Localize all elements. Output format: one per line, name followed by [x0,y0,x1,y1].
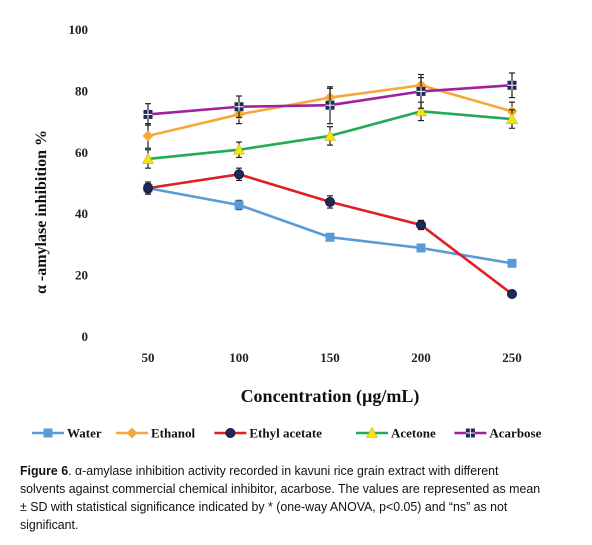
data-point [507,80,517,90]
data-point [234,200,244,210]
series-layer [141,72,519,300]
data-point [416,219,426,230]
legend-item-ethyl-acetate: Ethyl acetate [214,426,322,441]
legend-marker [43,428,53,438]
y-tick-label: 0 [82,329,89,344]
data-point [507,258,517,268]
x-tick-label: 100 [229,350,249,365]
y-axis-ticks: 0 20 40 60 80 100 [69,22,89,344]
legend-item-acarbose: Acarbose [454,426,542,441]
data-point [142,130,154,142]
data-point [416,86,426,96]
legend-item-acetone: Acetone [356,426,436,441]
figure-caption: Figure 6. α-amylase inhibition activity … [20,462,541,534]
legend-label: Ethyl acetate [249,426,322,441]
y-tick-label: 100 [69,22,89,37]
legend-label: Ethanol [151,426,195,441]
data-point [143,183,153,194]
data-point [414,105,428,117]
x-tick-label: 250 [502,350,522,365]
series-acarbose [143,72,517,126]
data-point [234,169,244,180]
data-point [143,109,153,119]
legend-item-water: Water [32,426,102,441]
y-tick-label: 20 [75,268,88,283]
caption-text: . α-amylase inhibition activity recorded… [20,463,541,532]
data-point [507,289,517,300]
x-axis-label: Concentration (µg/mL) [241,386,420,407]
y-tick-label: 40 [75,206,88,221]
data-point [232,143,246,155]
data-point [325,196,335,207]
data-point [323,129,337,141]
y-tick-label: 60 [75,145,88,160]
data-point [141,152,155,164]
legend-label: Water [67,426,102,441]
y-axis-label: α -amylase inhibition % [33,130,50,294]
caption-label: Figure 6 [20,463,69,478]
x-tick-label: 50 [142,350,155,365]
data-point [505,112,519,124]
legend-label: Acarbose [489,426,541,441]
legend-label: Acetone [391,426,436,441]
legend-item-ethanol: Ethanol [116,426,195,441]
data-point [325,232,335,242]
y-tick-label: 80 [75,83,88,98]
x-axis-ticks: 50 100 150 200 250 [142,350,522,365]
data-point [325,100,335,110]
x-tick-label: 200 [411,350,431,365]
legend-marker [126,427,138,439]
alpha-amylase-chart: 0 20 40 60 80 100 50 100 150 200 250 α -amylase i… [32,22,542,441]
series-acetone [141,101,519,169]
legend: Water Ethanol Ethyl acetate Acetone Acarbose [32,426,542,441]
data-point [416,243,426,253]
data-point [234,102,244,112]
legend-marker [225,428,236,438]
x-tick-label: 150 [320,350,340,365]
legend-marker [465,428,475,438]
series-ethyl-acetate [143,167,517,300]
legend-marker [365,426,379,438]
